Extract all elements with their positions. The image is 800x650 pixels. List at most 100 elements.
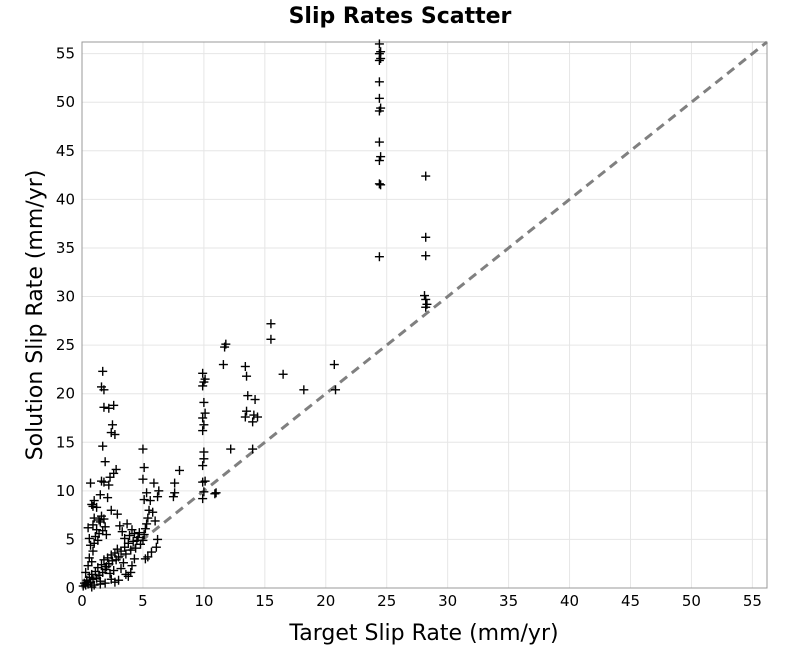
data-point: [123, 538, 133, 548]
data-point: [240, 361, 250, 371]
data-point: [118, 558, 128, 568]
data-point: [243, 391, 253, 401]
data-point: [374, 39, 384, 49]
data-point: [126, 545, 136, 555]
data-point: [98, 366, 108, 376]
y-tick-label: 5: [65, 530, 75, 548]
data-point: [221, 339, 231, 349]
data-point: [199, 420, 209, 430]
data-point: [198, 461, 208, 471]
y-axis-label: Solution Slip Rate (mm/yr): [23, 170, 48, 461]
data-point: [374, 93, 384, 103]
y-tick-label: 40: [56, 190, 75, 208]
x-tick-label: 10: [194, 592, 213, 610]
data-point: [142, 488, 152, 498]
data-point: [94, 515, 104, 525]
data-point: [114, 575, 124, 585]
data-point: [376, 152, 386, 162]
data-point: [242, 371, 252, 381]
data-point: [95, 490, 105, 500]
y-tick-label: 50: [56, 93, 75, 111]
data-point: [129, 554, 139, 564]
data-point: [199, 447, 209, 457]
data-point: [112, 509, 122, 519]
data-point: [121, 549, 131, 559]
y-axis-ticks: 0 5 10 15 20 25 30 35 40 45 50 55: [56, 45, 75, 597]
data-point: [421, 171, 431, 181]
data-point: [142, 519, 152, 529]
data-point: [200, 374, 210, 384]
data-point: [95, 579, 105, 589]
x-tick-label: 40: [560, 592, 579, 610]
data-point: [81, 567, 91, 577]
data-point: [99, 385, 109, 395]
data-point: [97, 560, 107, 570]
x-tick-label: 35: [499, 592, 518, 610]
data-point: [200, 476, 210, 486]
data-point: [198, 413, 208, 423]
data-point: [99, 514, 109, 524]
data-point: [198, 477, 208, 487]
x-tick-label: 55: [743, 592, 762, 610]
data-point: [88, 520, 98, 530]
data-point: [153, 492, 163, 502]
data-points: [78, 39, 432, 592]
data-point: [376, 103, 386, 113]
data-point: [140, 554, 150, 564]
data-point: [83, 523, 93, 533]
data-point: [421, 302, 431, 312]
data-point: [126, 567, 136, 577]
data-point: [123, 571, 133, 581]
data-point: [109, 400, 119, 410]
data-point: [376, 180, 386, 190]
data-point: [97, 476, 107, 486]
x-axis-ticks: 0 5 10 15 20 25 30 35 40 45 50 55: [77, 592, 762, 610]
data-point: [421, 294, 431, 304]
x-tick-label: 15: [255, 592, 274, 610]
data-point: [88, 501, 98, 511]
data-point: [87, 582, 97, 592]
data-point: [120, 533, 130, 543]
data-point: [253, 412, 263, 422]
data-point: [87, 557, 97, 567]
data-point: [278, 369, 288, 379]
data-point: [138, 535, 148, 545]
data-point: [242, 406, 252, 416]
data-point: [139, 463, 149, 473]
y-tick-label: 30: [56, 288, 75, 306]
data-point: [115, 521, 125, 531]
data-point: [331, 385, 341, 395]
data-point: [100, 522, 110, 532]
data-point: [198, 494, 208, 504]
data-point: [226, 444, 236, 454]
data-point: [374, 179, 384, 189]
data-point: [146, 547, 156, 557]
data-point: [376, 47, 386, 57]
data-point: [139, 530, 149, 540]
data-point: [198, 426, 208, 436]
data-point: [134, 528, 144, 538]
data-point: [89, 496, 99, 506]
x-axis-label: Target Slip Rate (mm/yr): [288, 621, 558, 646]
data-point: [89, 513, 99, 523]
data-point: [170, 488, 180, 498]
data-point: [82, 577, 92, 587]
data-point: [125, 531, 135, 541]
data-point: [104, 403, 114, 413]
data-point: [421, 232, 431, 242]
y-tick-label: 55: [56, 45, 75, 63]
data-point: [109, 566, 119, 576]
data-point: [329, 360, 339, 370]
data-point: [138, 474, 148, 484]
data-point: [84, 533, 94, 543]
data-point: [122, 519, 132, 529]
data-point: [86, 478, 96, 488]
data-point: [121, 569, 131, 579]
data-point: [149, 478, 159, 488]
chart-title: Slip Rates Scatter: [289, 4, 512, 29]
data-point: [200, 408, 210, 418]
y-tick-label: 25: [56, 336, 75, 354]
x-tick-label: 30: [438, 592, 457, 610]
data-point: [139, 495, 149, 505]
data-point: [153, 534, 163, 544]
